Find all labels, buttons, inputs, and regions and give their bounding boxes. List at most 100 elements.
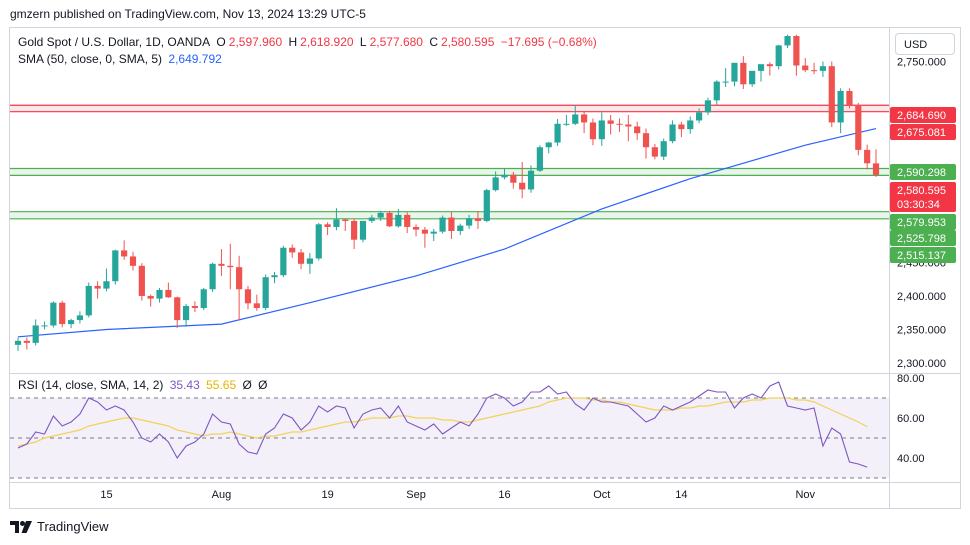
candle-body xyxy=(377,212,384,218)
sma-value: 2,649.792 xyxy=(168,52,222,66)
candle-body xyxy=(784,36,791,46)
candle xyxy=(554,119,561,146)
candle-body xyxy=(872,163,880,175)
time-tick-label: Oct xyxy=(593,489,610,501)
candle xyxy=(227,243,234,290)
candle xyxy=(14,337,22,351)
candle xyxy=(182,304,190,327)
candle-body xyxy=(757,64,765,71)
time-tick-label: 19 xyxy=(321,489,333,501)
candle-body xyxy=(359,220,367,240)
candle-body xyxy=(466,218,473,226)
candle xyxy=(129,251,137,271)
candle-body xyxy=(14,340,22,345)
candle xyxy=(297,249,305,270)
candle xyxy=(200,287,207,311)
candle-body xyxy=(563,123,570,125)
price-tick-label: 2,300.000 xyxy=(897,358,946,370)
candle-body xyxy=(510,174,517,183)
candle-body xyxy=(527,170,535,190)
candle-body xyxy=(669,124,676,142)
candle-body xyxy=(59,302,66,325)
time-tick-label: 16 xyxy=(498,489,510,501)
candle xyxy=(50,301,57,328)
candle-body xyxy=(94,285,101,289)
candle-body xyxy=(297,252,305,264)
change-value: −17.695 (−0.68%) xyxy=(500,35,597,49)
candle-body xyxy=(253,303,260,309)
candle-body xyxy=(121,250,128,257)
candle xyxy=(457,223,464,235)
candle xyxy=(581,111,588,134)
candle xyxy=(342,218,349,231)
candle xyxy=(625,115,632,142)
price-level-label-bg xyxy=(890,107,956,123)
candle-body xyxy=(704,100,712,113)
rsi-legend: RSI (14, close, SMA, 14, 2) 35.43 55.65 … xyxy=(18,378,271,392)
publisher-line: gmzern published on TradingView.com, Nov… xyxy=(10,7,366,21)
candle xyxy=(483,188,490,223)
candle xyxy=(660,138,667,160)
candle-body xyxy=(165,289,172,298)
candle xyxy=(704,97,712,116)
time-tick-label: 15 xyxy=(100,489,112,501)
candle xyxy=(810,62,818,75)
candle xyxy=(191,301,199,313)
candle xyxy=(864,144,871,170)
candle xyxy=(634,121,641,140)
rsi-ma-value: 55.65 xyxy=(206,378,237,392)
open-value: 2,597.960 xyxy=(228,35,283,49)
candle xyxy=(474,210,482,229)
candle-body xyxy=(660,141,667,157)
candle-body xyxy=(23,340,30,343)
candle-body xyxy=(386,212,393,227)
candle-body xyxy=(589,122,597,140)
candle-body xyxy=(554,123,561,143)
candle xyxy=(784,34,791,49)
candle xyxy=(642,128,650,159)
candle-body xyxy=(572,114,579,124)
high-value: 2,618.920 xyxy=(300,35,354,49)
candle xyxy=(324,222,331,235)
close-label: C xyxy=(429,35,438,49)
candle-body xyxy=(271,275,278,278)
currency-button[interactable]: USD xyxy=(895,33,955,55)
candle-body xyxy=(483,190,490,221)
candle-body xyxy=(837,90,844,123)
candle-body xyxy=(864,149,871,164)
candle xyxy=(412,224,420,237)
candle-body xyxy=(351,220,358,240)
candle-body xyxy=(182,306,190,321)
low-value: 2,577.680 xyxy=(369,35,423,49)
rsi-ma-line xyxy=(17,397,868,447)
time-tick-label: Aug xyxy=(212,489,232,501)
tradingview-brand[interactable]: TradingView xyxy=(10,519,109,534)
candle xyxy=(85,282,92,318)
candle xyxy=(165,282,172,298)
candle-body xyxy=(280,247,287,276)
chart-frame xyxy=(9,27,961,509)
candle-body xyxy=(218,263,225,266)
candle-body xyxy=(342,219,349,221)
candle-body xyxy=(492,177,499,191)
candle-body xyxy=(333,219,340,227)
time-tick-label: Sep xyxy=(406,489,426,501)
candle xyxy=(333,208,340,231)
price-tick-label: 2,750.000 xyxy=(897,56,946,68)
candle xyxy=(731,62,738,87)
price-level-label: 2,590.298 xyxy=(897,167,946,179)
candle xyxy=(598,112,605,146)
candle xyxy=(828,61,835,128)
candle-body xyxy=(474,218,482,221)
price-tick-label: 2,400.000 xyxy=(897,291,946,303)
candle xyxy=(678,121,685,138)
candle-body xyxy=(244,289,252,304)
candle xyxy=(536,145,543,173)
candle xyxy=(669,120,676,144)
candle xyxy=(589,118,597,146)
candle-body xyxy=(695,112,703,121)
candle xyxy=(757,64,765,82)
candle-body xyxy=(32,325,39,343)
